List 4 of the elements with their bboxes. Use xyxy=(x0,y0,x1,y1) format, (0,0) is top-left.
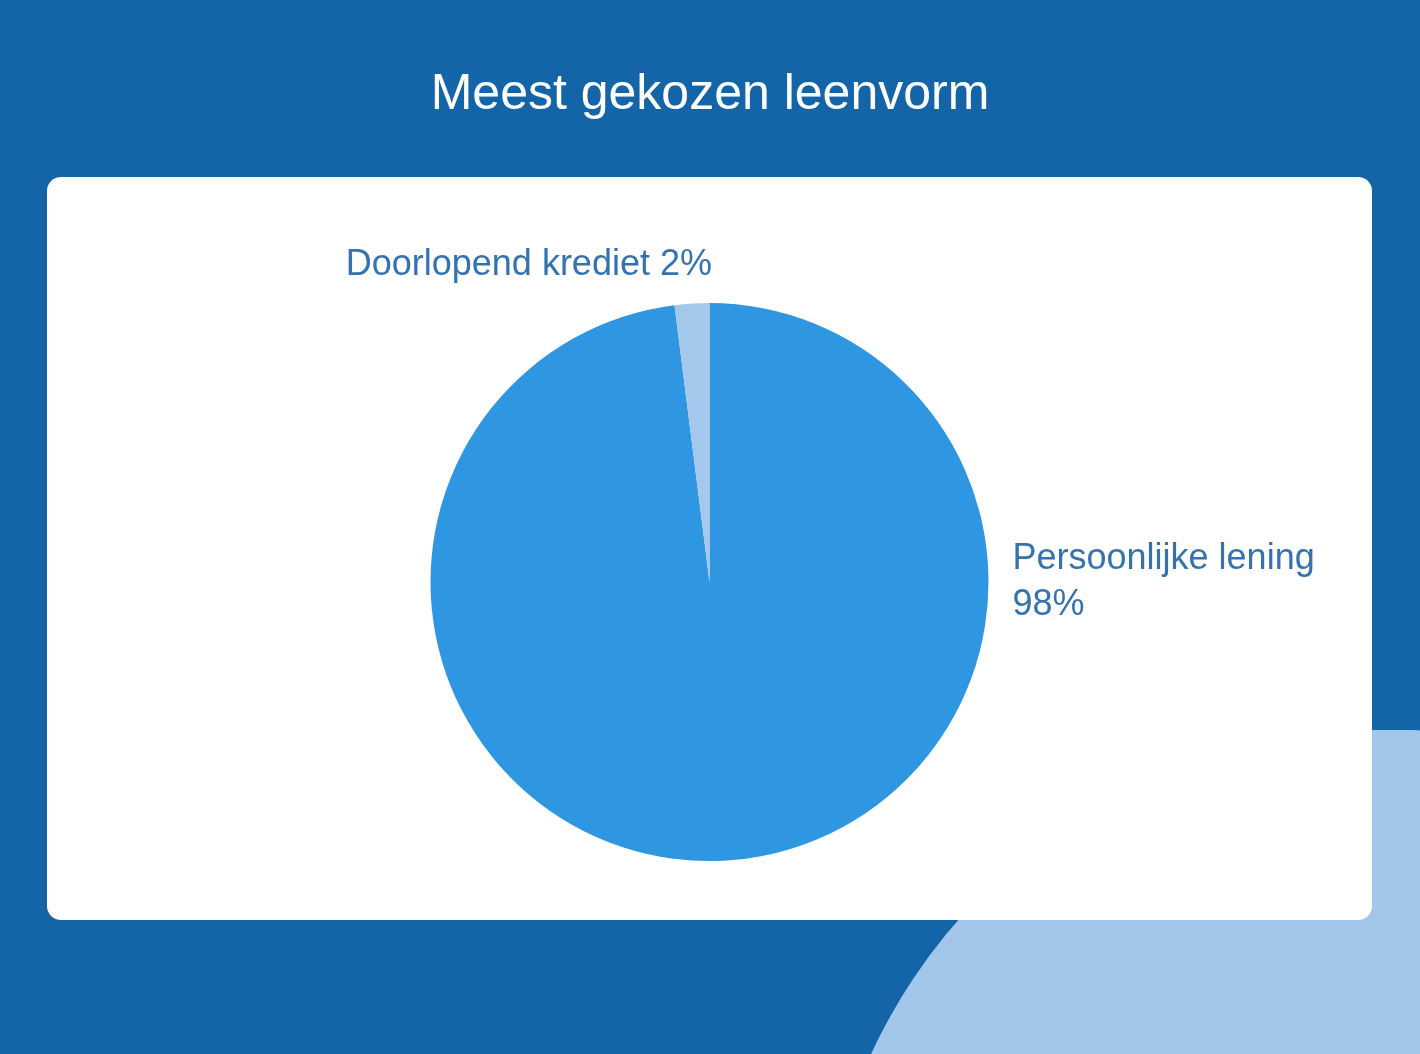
data-label: 98% xyxy=(1012,581,1085,623)
slice-label: Persoonlijke lening xyxy=(1012,535,1315,577)
chart-title: Meest gekozen leenvorm xyxy=(429,63,991,122)
slice-label: Doorlopend krediet 2% xyxy=(345,242,712,283)
